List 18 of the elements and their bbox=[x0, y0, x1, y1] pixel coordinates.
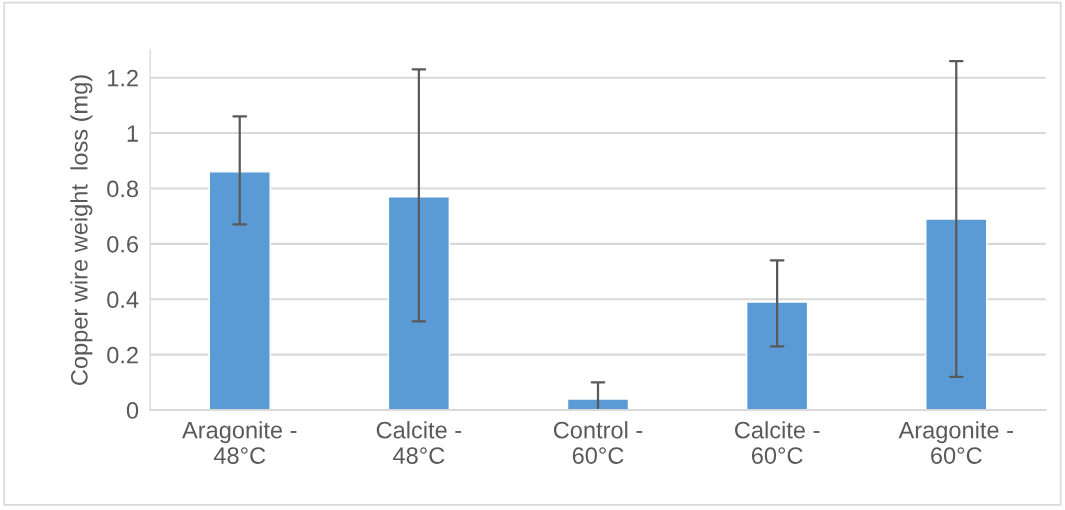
x-tick-label: Aragonite - 48°C bbox=[182, 421, 297, 464]
bar bbox=[387, 196, 451, 411]
x-tick-label: Aragonite - 60°C bbox=[898, 421, 1013, 464]
y-tick-label: 0.8 bbox=[107, 180, 139, 198]
y-tick-label: 1.2 bbox=[108, 69, 138, 87]
y-tick-label: 1 bbox=[127, 125, 138, 142]
y-tick-label: 0.4 bbox=[107, 291, 139, 309]
y-tick-label: 0 bbox=[126, 402, 139, 419]
x-tick-label: Calcite - 48°C bbox=[376, 421, 462, 464]
x-tick-label: Calcite - 60°C bbox=[735, 421, 820, 464]
y-tick-label: 0.2 bbox=[107, 346, 138, 364]
y-axis-title: Copper wire weight loss (mg) bbox=[70, 75, 93, 385]
x-tick-label: Control - 60°C bbox=[553, 421, 643, 464]
bar bbox=[745, 301, 809, 411]
y-tick-label: 0.6 bbox=[107, 235, 139, 253]
bar bbox=[925, 218, 988, 411]
bar bbox=[208, 171, 271, 411]
bar bbox=[566, 398, 630, 411]
